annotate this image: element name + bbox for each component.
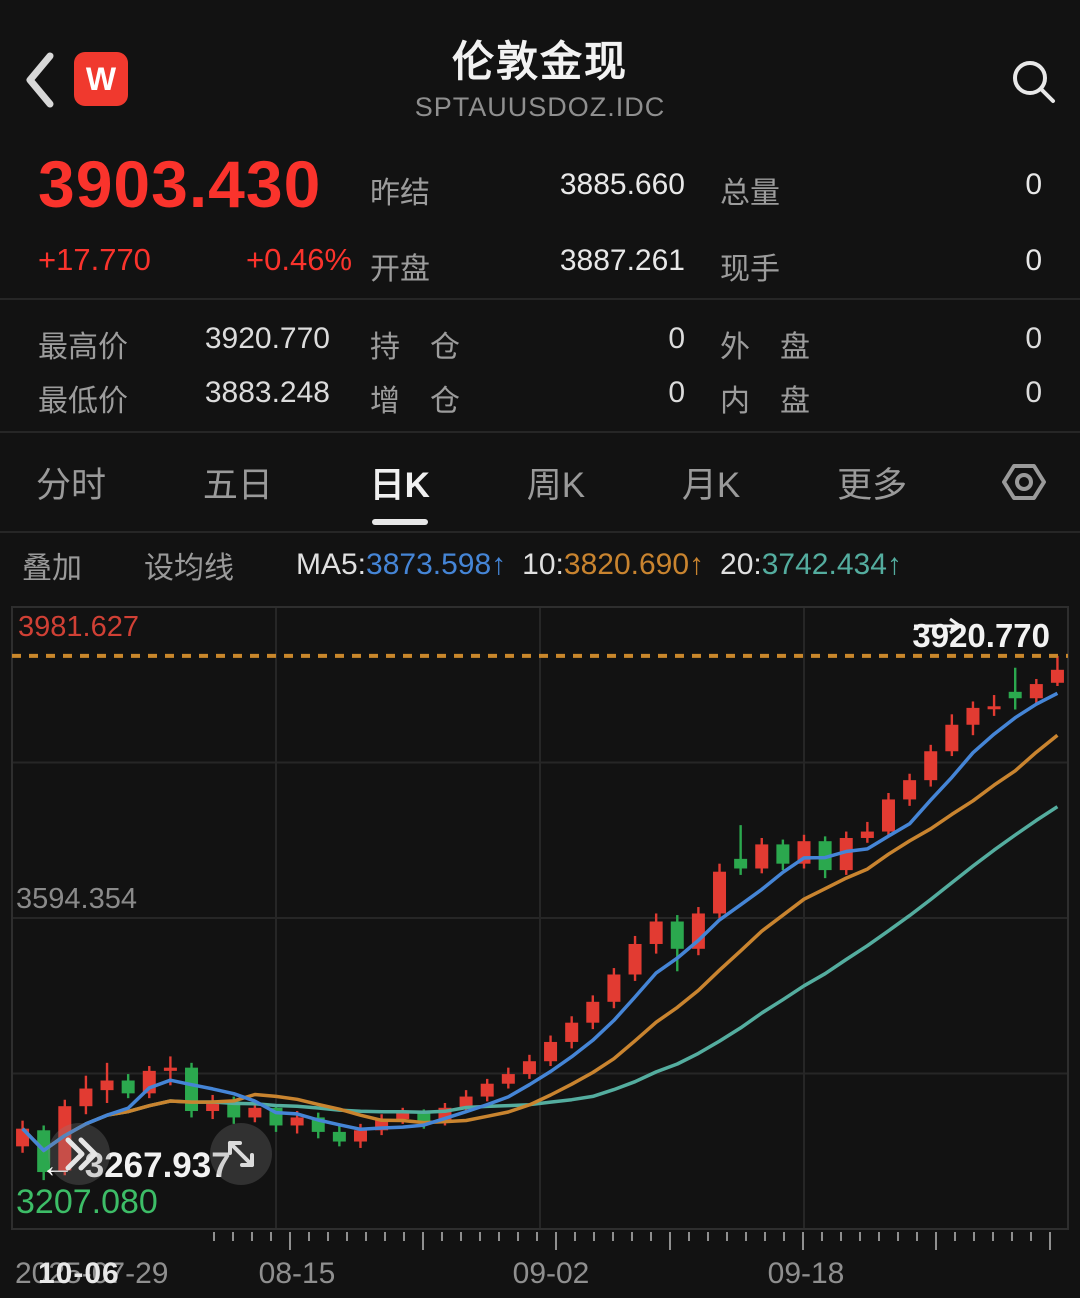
chart-settings-icon[interactable]	[998, 456, 1050, 508]
wind-logo[interactable]: W	[74, 52, 128, 106]
prev-settle-label: 昨结	[370, 177, 430, 210]
search-icon[interactable]	[1006, 54, 1062, 110]
high-annotation: 3920.770	[912, 617, 1050, 655]
volume-label: 总量	[720, 177, 780, 210]
low-label: 最低价	[38, 385, 128, 418]
cur-vol-value: 0	[1025, 244, 1042, 277]
interest-change-label: 增 仓	[370, 385, 460, 418]
last-price: 3903.430	[38, 147, 322, 221]
price-change: +17.770	[38, 242, 151, 277]
ma5-label: MA5:	[296, 548, 367, 581]
ma10-label: 10:	[522, 548, 564, 581]
wind-logo-letter: W	[85, 60, 117, 97]
open-value: 3887.261	[559, 244, 685, 277]
prev-settle-value: 3885.660	[559, 168, 685, 201]
x-axis-label-3: 09-18	[767, 1257, 845, 1290]
y-axis-label-middle: 3594.354	[16, 883, 137, 915]
back-button[interactable]	[22, 48, 58, 112]
y-axis-label-bottom: 3207.080	[16, 1183, 158, 1221]
x-axis-label-0: 2025-07-29	[15, 1257, 169, 1290]
candlestick-plot[interactable]	[0, 597, 1080, 1298]
y-axis-label-top: 3981.627	[18, 611, 139, 643]
quote-right-column: 总量 0 现手 0	[720, 140, 1042, 298]
low-value: 3883.248	[204, 376, 330, 409]
tab-five-day[interactable]: 五日	[202, 465, 273, 505]
interest-change-value: 0	[668, 376, 685, 409]
ma10-value: 3820.690↑	[563, 548, 705, 581]
price-change-pct: +0.46%	[246, 242, 353, 277]
instrument-code: SPTAUUSDOZ.IDC	[414, 92, 666, 122]
high-label: 最高价	[38, 331, 128, 364]
header: W 伦敦金现 SPTAUUSDOZ.IDC	[0, 0, 1080, 140]
inner-vol-value: 0	[1025, 376, 1042, 409]
open-interest-label: 持 仓	[370, 331, 460, 364]
open-interest-value: 0	[668, 322, 685, 355]
double-chevron-right-icon	[65, 1137, 98, 1171]
period-tabs: 分时 五日 日K 周K 月K 更多	[0, 433, 1080, 533]
page-title: 伦敦金现	[451, 38, 628, 85]
stats-panel: 最高价 3920.770 持 仓 0 外 盘 0 最低价 3883.248 增 …	[0, 300, 1080, 433]
expand-icon	[228, 1141, 254, 1167]
cur-vol-label: 现手	[720, 253, 780, 286]
ma20-label: 20:	[720, 548, 762, 581]
tab-minute[interactable]: 分时	[36, 465, 107, 505]
ma20-value: 3742.434↑	[761, 548, 902, 581]
high-value: 3920.770	[204, 322, 330, 355]
tab-monthly-k[interactable]: 月K	[681, 465, 741, 505]
expand-button[interactable]	[210, 1123, 272, 1185]
outer-vol-value: 0	[1025, 322, 1042, 355]
ma-values: MA5: 3873.598↑ 10: 3820.690↑ 20: 3742.43…	[296, 548, 902, 582]
ma-bar: 叠加 设均线 MA5: 3873.598↑ 10: 3820.690↑ 20: …	[0, 533, 1080, 597]
quote-panel: 3903.430 +17.770 +0.46% 昨结 3885.660 开盘 3…	[0, 140, 1080, 300]
fast-forward-button[interactable]	[48, 1123, 110, 1185]
quote-mid-column: 昨结 3885.660 开盘 3887.261	[370, 140, 685, 298]
x-axis-label-4: 10-06	[38, 1257, 120, 1290]
set-ma-button[interactable]: 设均线	[144, 552, 234, 585]
outer-vol-label: 外 盘	[720, 331, 810, 364]
chart-area: 3981.627 3594.354 3207.080 3920.770 ← 32…	[0, 597, 1080, 1298]
overlay-button[interactable]: 叠加	[22, 552, 82, 585]
tab-daily-k[interactable]: 日K	[364, 433, 436, 531]
high-annotation-text: 3920.770	[912, 617, 1050, 654]
open-label: 开盘	[370, 253, 430, 286]
tab-more[interactable]: 更多	[837, 465, 908, 505]
inner-vol-label: 内 盘	[720, 385, 810, 418]
volume-value: 0	[1025, 168, 1042, 201]
x-axis-label-1: 08-15	[258, 1257, 336, 1290]
right-arrow-icon	[914, 617, 962, 635]
tab-weekly-k[interactable]: 周K	[526, 465, 586, 505]
ma5-value: 3873.598↑	[366, 548, 507, 581]
x-axis-label-2: 09-02	[512, 1257, 590, 1290]
